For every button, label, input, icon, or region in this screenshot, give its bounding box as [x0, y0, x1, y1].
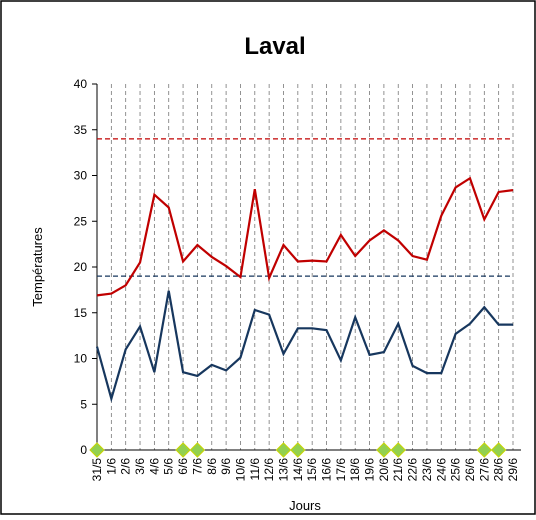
x-tick-label: 29/6	[506, 458, 520, 482]
x-tick-label: 20/6	[377, 458, 391, 482]
x-tick-label: 23/6	[420, 458, 434, 482]
x-tick-label: 2/6	[119, 458, 133, 475]
x-tick-label: 16/6	[320, 458, 334, 482]
chart-title: Laval	[244, 33, 305, 60]
y-tick-label: 15	[74, 306, 88, 320]
x-axis-title: Jours	[289, 498, 321, 513]
y-tick-label: 40	[74, 77, 88, 91]
x-tick-label: 6/6	[176, 458, 190, 475]
diamond-marker	[189, 442, 206, 458]
x-tick-label: 1/6	[104, 458, 118, 475]
x-tick-label: 17/6	[334, 458, 348, 482]
x-tick-label: 21/6	[391, 458, 405, 482]
x-tick-label: 5/6	[162, 458, 176, 475]
diamond-marker	[89, 442, 105, 458]
x-tick-label: 10/6	[233, 458, 247, 482]
y-tick-label: 30	[74, 169, 88, 183]
y-tick-label: 10	[74, 352, 88, 366]
x-tick-label: 18/6	[348, 458, 362, 482]
x-tick-label: 25/6	[449, 458, 463, 482]
y-tick-label: 35	[74, 123, 88, 137]
x-tick-label: 19/6	[363, 458, 377, 482]
x-tick-label: 11/6	[248, 458, 262, 481]
diamond-marker	[490, 442, 507, 458]
x-tick-label: 26/6	[463, 458, 477, 482]
x-tick-label: 24/6	[434, 458, 448, 482]
y-axis-title: Températures	[30, 227, 45, 307]
diamond-marker	[175, 442, 191, 458]
x-tick-label: 13/6	[276, 458, 290, 482]
y-tick-label: 25	[74, 214, 88, 228]
y-tick-label: 5	[80, 397, 87, 411]
diamond-marker	[275, 442, 292, 458]
y-tick-label: 0	[80, 443, 87, 457]
x-tick-label: 22/6	[406, 458, 420, 482]
diamond-marker	[390, 442, 406, 458]
x-tick-label: 3/6	[133, 458, 147, 475]
x-tick-label: 12/6	[262, 458, 276, 482]
x-tick-label: 14/6	[291, 458, 305, 482]
line-series	[96, 176, 514, 297]
x-tick-label: 7/6	[190, 458, 204, 475]
x-tick-label: 31/5	[90, 458, 104, 482]
x-tick-label: 8/6	[205, 458, 219, 475]
x-tick-label: 28/6	[492, 458, 506, 482]
x-tick-label: 15/6	[305, 458, 319, 482]
x-tick-label: 9/6	[219, 458, 233, 475]
diamond-marker	[376, 442, 392, 458]
diamond-marker	[290, 442, 306, 458]
diamond-marker	[476, 442, 493, 458]
x-tick-label: 4/6	[147, 458, 161, 475]
y-tick-label: 20	[74, 260, 88, 274]
line-series	[95, 290, 513, 403]
x-tick-label: 27/6	[477, 458, 491, 482]
